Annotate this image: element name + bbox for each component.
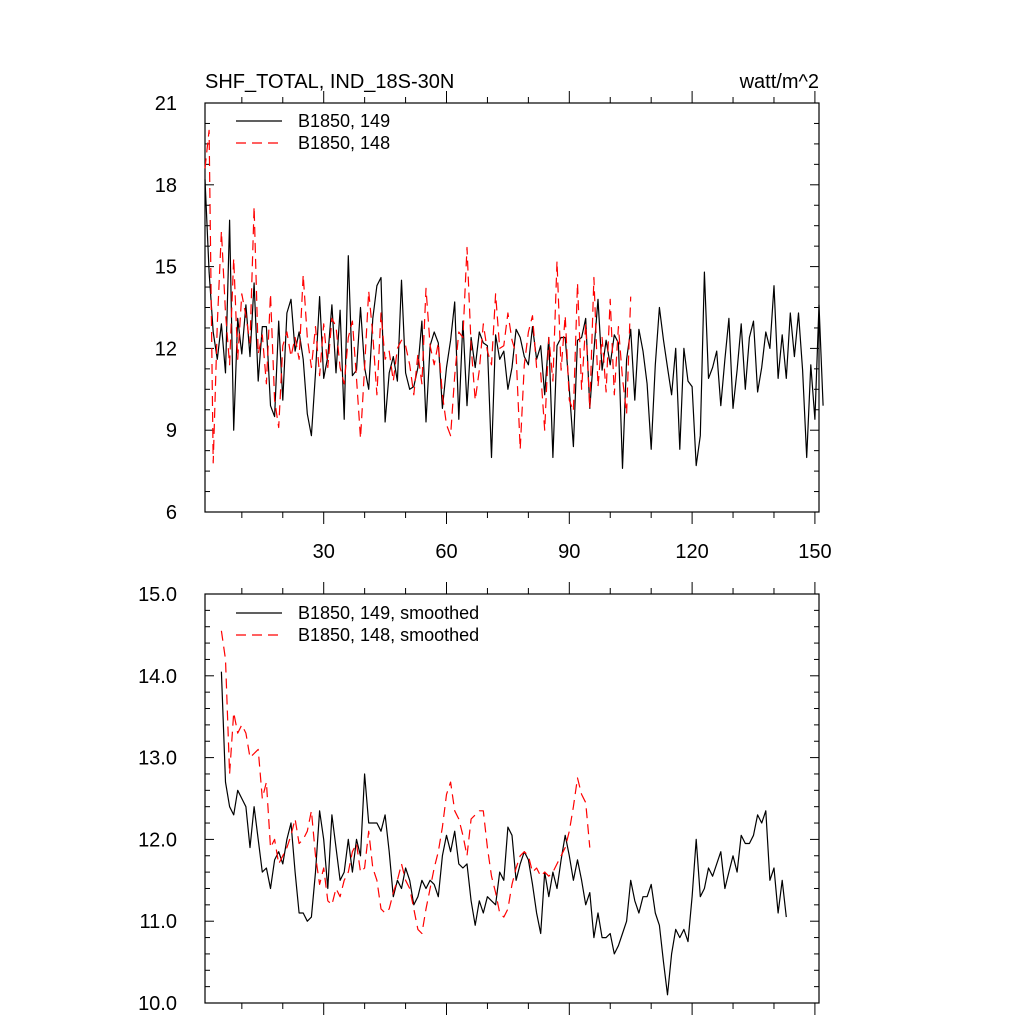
top-x-tick-label: 150 [798,541,831,563]
bottom-y-tick-label: 14.0 [138,666,177,688]
top-panel-frame [204,102,820,513]
bottom-panel: 10.0 11.0 12.0 13.0 14.0 15.0 B1850, 149, smo… [138,582,820,1015]
bottom-y-tick-label: 13.0 [138,748,177,770]
top-y-tick-label: 6 [166,502,177,524]
top-y-tick-label: 15 [155,257,177,279]
top-panel-tick-labels: 6 9 12 15 18 21 30 60 90 120 150 [155,93,832,563]
top-panel-units-label: watt/m^2 [739,71,819,93]
top-panel: SHF_TOTAL, IND_18S-30N watt/m^2 6 9 12 15 18… [155,71,832,563]
legend-label-smoothed-148: B1850, 148, smoothed [298,625,479,645]
top-y-tick-label: 18 [155,175,177,197]
legend-label-smoothed-149: B1850, 149, smoothed [298,603,479,623]
top-series-line-1 [204,129,632,464]
legend-label-series-148: B1850, 148 [298,133,390,153]
top-series-line-0 [204,179,824,469]
top-panel-title: SHF_TOTAL, IND_18S-30N [205,71,454,93]
top-x-tick-label: 120 [675,541,708,563]
bottom-panel-ticks [205,582,819,1015]
top-x-tick-label: 30 [313,541,335,563]
top-panel-series [204,129,824,469]
bottom-y-tick-label: 11.0 [140,911,177,933]
bottom-y-tick-label: 10.0 [138,993,177,1015]
top-panel-legend: B1850, 149 B1850, 148 [236,111,390,153]
top-y-tick-label: 21 [155,93,177,115]
top-y-tick-label: 12 [155,338,177,360]
top-x-tick-label: 60 [435,541,457,563]
bottom-series-line-1 [220,630,591,935]
bottom-panel-tick-labels: 10.0 11.0 12.0 13.0 14.0 15.0 [138,584,177,1015]
bottom-y-tick-label: 15.0 [138,584,177,606]
legend-label-series-149: B1850, 149 [298,111,390,131]
top-x-tick-label: 90 [558,541,580,563]
top-panel-ticks [205,91,819,524]
bottom-panel-legend: B1850, 149, smoothed B1850, 148, smoothe… [236,603,479,645]
bottom-panel-series [220,630,787,996]
bottom-y-tick-label: 12.0 [138,829,177,851]
bottom-series-line-0 [220,671,787,996]
top-y-tick-label: 9 [166,420,177,442]
bottom-panel-frame [204,593,820,1004]
